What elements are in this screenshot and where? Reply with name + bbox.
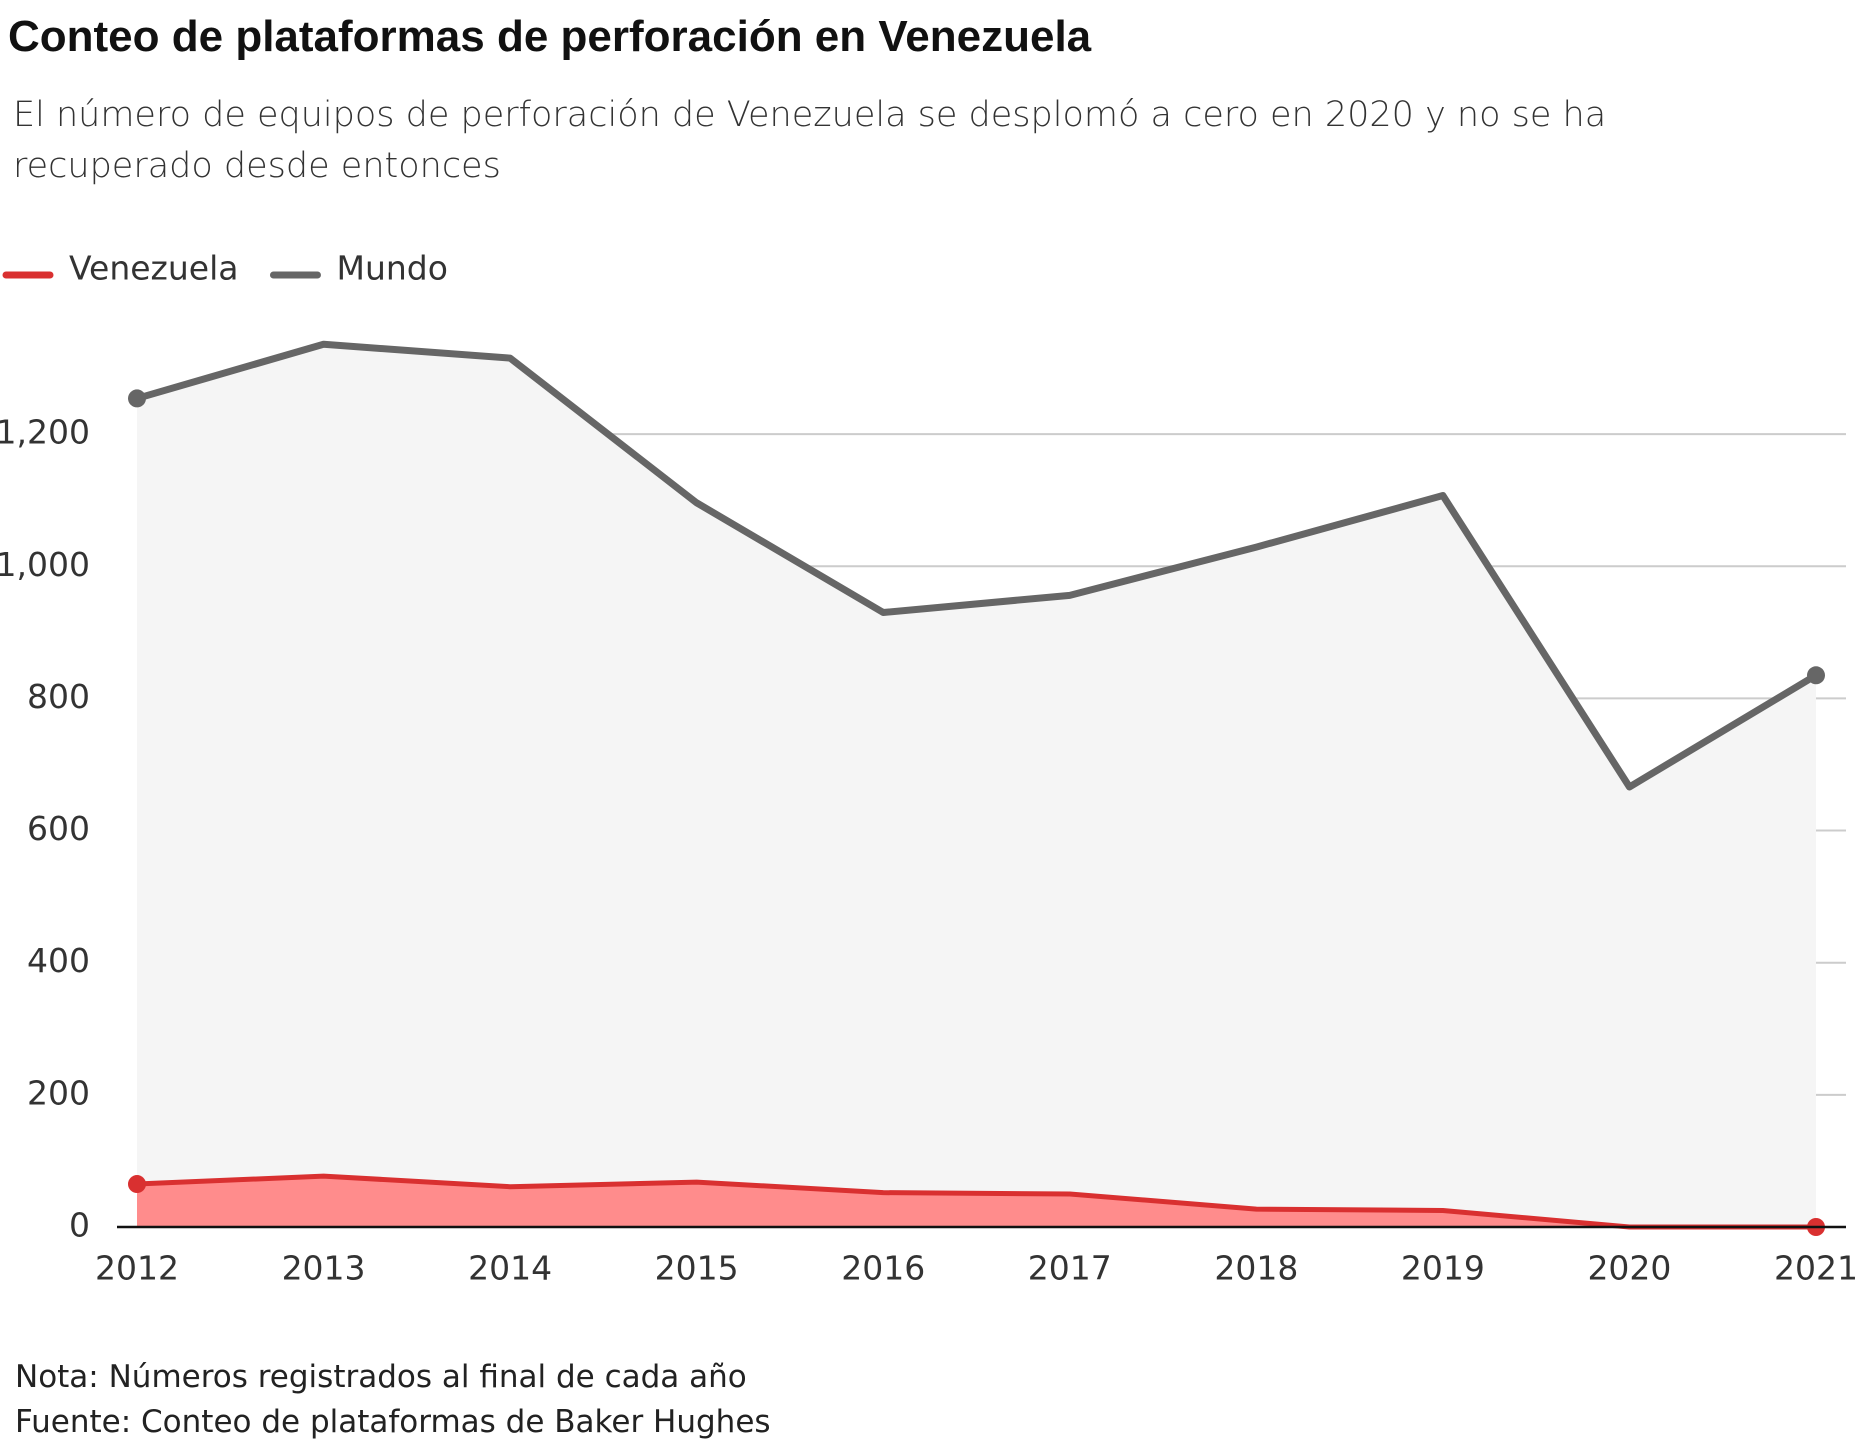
notes: Nota: Números registrados al final de ca… bbox=[15, 1355, 771, 1445]
y-tick-label: 1,200 bbox=[0, 413, 90, 452]
legend-label: Venezuela bbox=[69, 249, 238, 288]
area bbox=[137, 344, 1816, 1227]
x-tick-label: 2015 bbox=[655, 1249, 739, 1288]
endpoint-marker bbox=[128, 1175, 146, 1194]
legend: Venezuela Mundo bbox=[2, 249, 448, 288]
chart-subtitle: El número de equipos de perforación de V… bbox=[13, 95, 1607, 186]
x-tick-label: 2016 bbox=[841, 1249, 925, 1288]
source: Fuente: Conteo de plataformas de Baker H… bbox=[15, 1404, 771, 1440]
y-tick-label: 1,000 bbox=[0, 545, 90, 584]
y-tick-label: 200 bbox=[27, 1073, 90, 1112]
line bbox=[136, 340, 1818, 791]
line bbox=[136, 1173, 1816, 1230]
y-tick-label: 800 bbox=[27, 677, 90, 716]
note: Nota: Números registrados al final de ca… bbox=[15, 1359, 747, 1395]
y-tick-label: 600 bbox=[27, 809, 90, 848]
y-tick-label: 400 bbox=[27, 941, 90, 980]
areas bbox=[137, 344, 1816, 1227]
x-tick-label: 2021 bbox=[1774, 1249, 1855, 1288]
axes: 0 200 400 600 800 1,000 1,200 2012 2013 2014 2015 2… bbox=[0, 413, 1855, 1288]
x-tick-label: 2013 bbox=[282, 1249, 366, 1288]
endpoint-marker bbox=[128, 389, 146, 408]
lines bbox=[128, 340, 1825, 1236]
chart-title: Conteo de plataformas de perforación en … bbox=[8, 12, 1092, 61]
x-tick-label: 2017 bbox=[1028, 1249, 1112, 1288]
y-tick-label: 0 bbox=[69, 1206, 90, 1245]
x-tick-label: 2019 bbox=[1401, 1249, 1485, 1288]
endpoint-marker bbox=[1807, 666, 1825, 685]
legend-label: Mundo bbox=[336, 249, 447, 288]
x-tick-label: 2020 bbox=[1587, 1249, 1671, 1288]
area bbox=[137, 1176, 1816, 1227]
x-tick-label: 2018 bbox=[1214, 1249, 1298, 1288]
x-tick-label: 2014 bbox=[468, 1249, 552, 1288]
x-tick-label: 2012 bbox=[95, 1249, 179, 1288]
